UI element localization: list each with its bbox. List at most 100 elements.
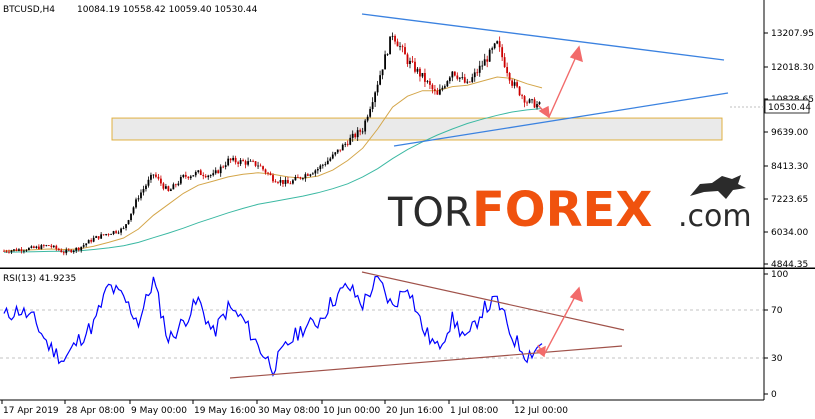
candle-body: [416, 68, 419, 72]
candle-body: [247, 161, 249, 165]
candle-body: [23, 250, 25, 252]
candle-body: [13, 249, 15, 251]
candle-body: [52, 245, 55, 247]
candle-body: [219, 166, 222, 174]
candle-body: [160, 178, 162, 184]
candle-body: [326, 160, 329, 165]
candle-body: [458, 77, 461, 79]
candle-body: [289, 183, 292, 185]
candle-body: [77, 247, 80, 251]
candle-body: [297, 176, 299, 178]
candle-body: [259, 165, 262, 167]
candle-body: [264, 169, 267, 173]
symbol-label: BTCUSD,H4: [3, 5, 55, 15]
candle-body: [189, 176, 192, 179]
candle-body: [451, 71, 454, 78]
candle-body: [471, 77, 474, 82]
candle-body: [374, 92, 377, 103]
candle-body: [117, 232, 120, 234]
candle-body: [75, 247, 78, 251]
rsi-tick-label: 100: [771, 270, 788, 280]
candle-body: [473, 72, 476, 78]
candle-body: [182, 174, 185, 178]
candle-body: [381, 69, 384, 76]
forecast-arrow-price: [537, 45, 583, 119]
candle-body: [70, 249, 73, 253]
candle-body: [40, 245, 43, 249]
candle-body: [127, 220, 130, 225]
candle-body: [254, 161, 257, 166]
candle-body: [199, 170, 202, 176]
candle-body: [67, 249, 70, 251]
candle-body: [65, 249, 68, 254]
candle-body: [311, 173, 314, 175]
candle-body: [227, 158, 230, 166]
price-tick-label: 13207.95: [771, 29, 814, 39]
time-tick-label: 10 Jun 00:00: [323, 406, 380, 416]
candle-body: [284, 179, 287, 184]
candle-body: [426, 81, 429, 82]
time-tick-label: 12 Jul 00:00: [514, 406, 568, 416]
lower-trendline[interactable]: [393, 92, 729, 147]
candle-body: [274, 181, 277, 183]
candle-body: [493, 43, 496, 49]
candle-body: [110, 234, 113, 235]
candle-body: [396, 41, 399, 47]
candle-body: [277, 182, 279, 184]
rsi-lower-trendline[interactable]: [229, 345, 623, 379]
candle-body: [292, 180, 294, 184]
candle-body: [488, 49, 491, 62]
candle-body: [533, 99, 536, 108]
time-tick-label: 20 Jun 16:00: [386, 406, 443, 416]
candle-body: [538, 102, 541, 105]
candle-body: [120, 228, 122, 233]
candle-body: [511, 80, 514, 86]
candle-body: [371, 102, 374, 110]
candle-body: [518, 86, 521, 96]
candle-body: [424, 72, 426, 82]
candle-body: [37, 246, 40, 249]
candle-body: [42, 245, 45, 246]
candle-body: [209, 175, 212, 176]
separator-bar: [0, 268, 815, 269]
candle-body: [72, 250, 75, 253]
rsi-upper-trendline[interactable]: [361, 271, 625, 331]
candle-body: [429, 81, 431, 85]
candle-body: [147, 179, 150, 186]
candle-body: [446, 81, 449, 87]
candle-body: [376, 84, 379, 93]
upper-trendline[interactable]: [361, 13, 725, 61]
candle-body: [5, 250, 8, 252]
candle-body: [174, 184, 177, 186]
candle-body: [438, 89, 441, 95]
candle-body: [30, 246, 33, 248]
candle-body: [441, 87, 444, 90]
candle-body: [95, 236, 98, 238]
candle-body: [521, 95, 523, 97]
candle-body: [324, 164, 327, 165]
candle-body: [184, 174, 187, 177]
rsi-label: RSI(13) 41.9235: [3, 274, 76, 284]
candle-body: [483, 59, 486, 66]
candle-body: [414, 61, 416, 72]
ma-slow-line: [3, 108, 543, 253]
candle-body: [329, 158, 332, 161]
candle-body: [491, 48, 494, 50]
candle-body: [10, 250, 13, 253]
candle-body: [90, 240, 93, 242]
candle-body: [155, 174, 157, 177]
candle-body: [237, 162, 240, 164]
candle-body: [523, 96, 526, 103]
candle-body: [282, 180, 284, 184]
candle-body: [508, 73, 511, 81]
candle-body: [179, 177, 182, 184]
candle-body: [239, 160, 242, 164]
candle-body: [463, 77, 466, 83]
candle-body: [351, 133, 354, 138]
candle-body: [448, 77, 451, 82]
candle-body: [204, 176, 207, 178]
candle-body: [97, 236, 100, 239]
